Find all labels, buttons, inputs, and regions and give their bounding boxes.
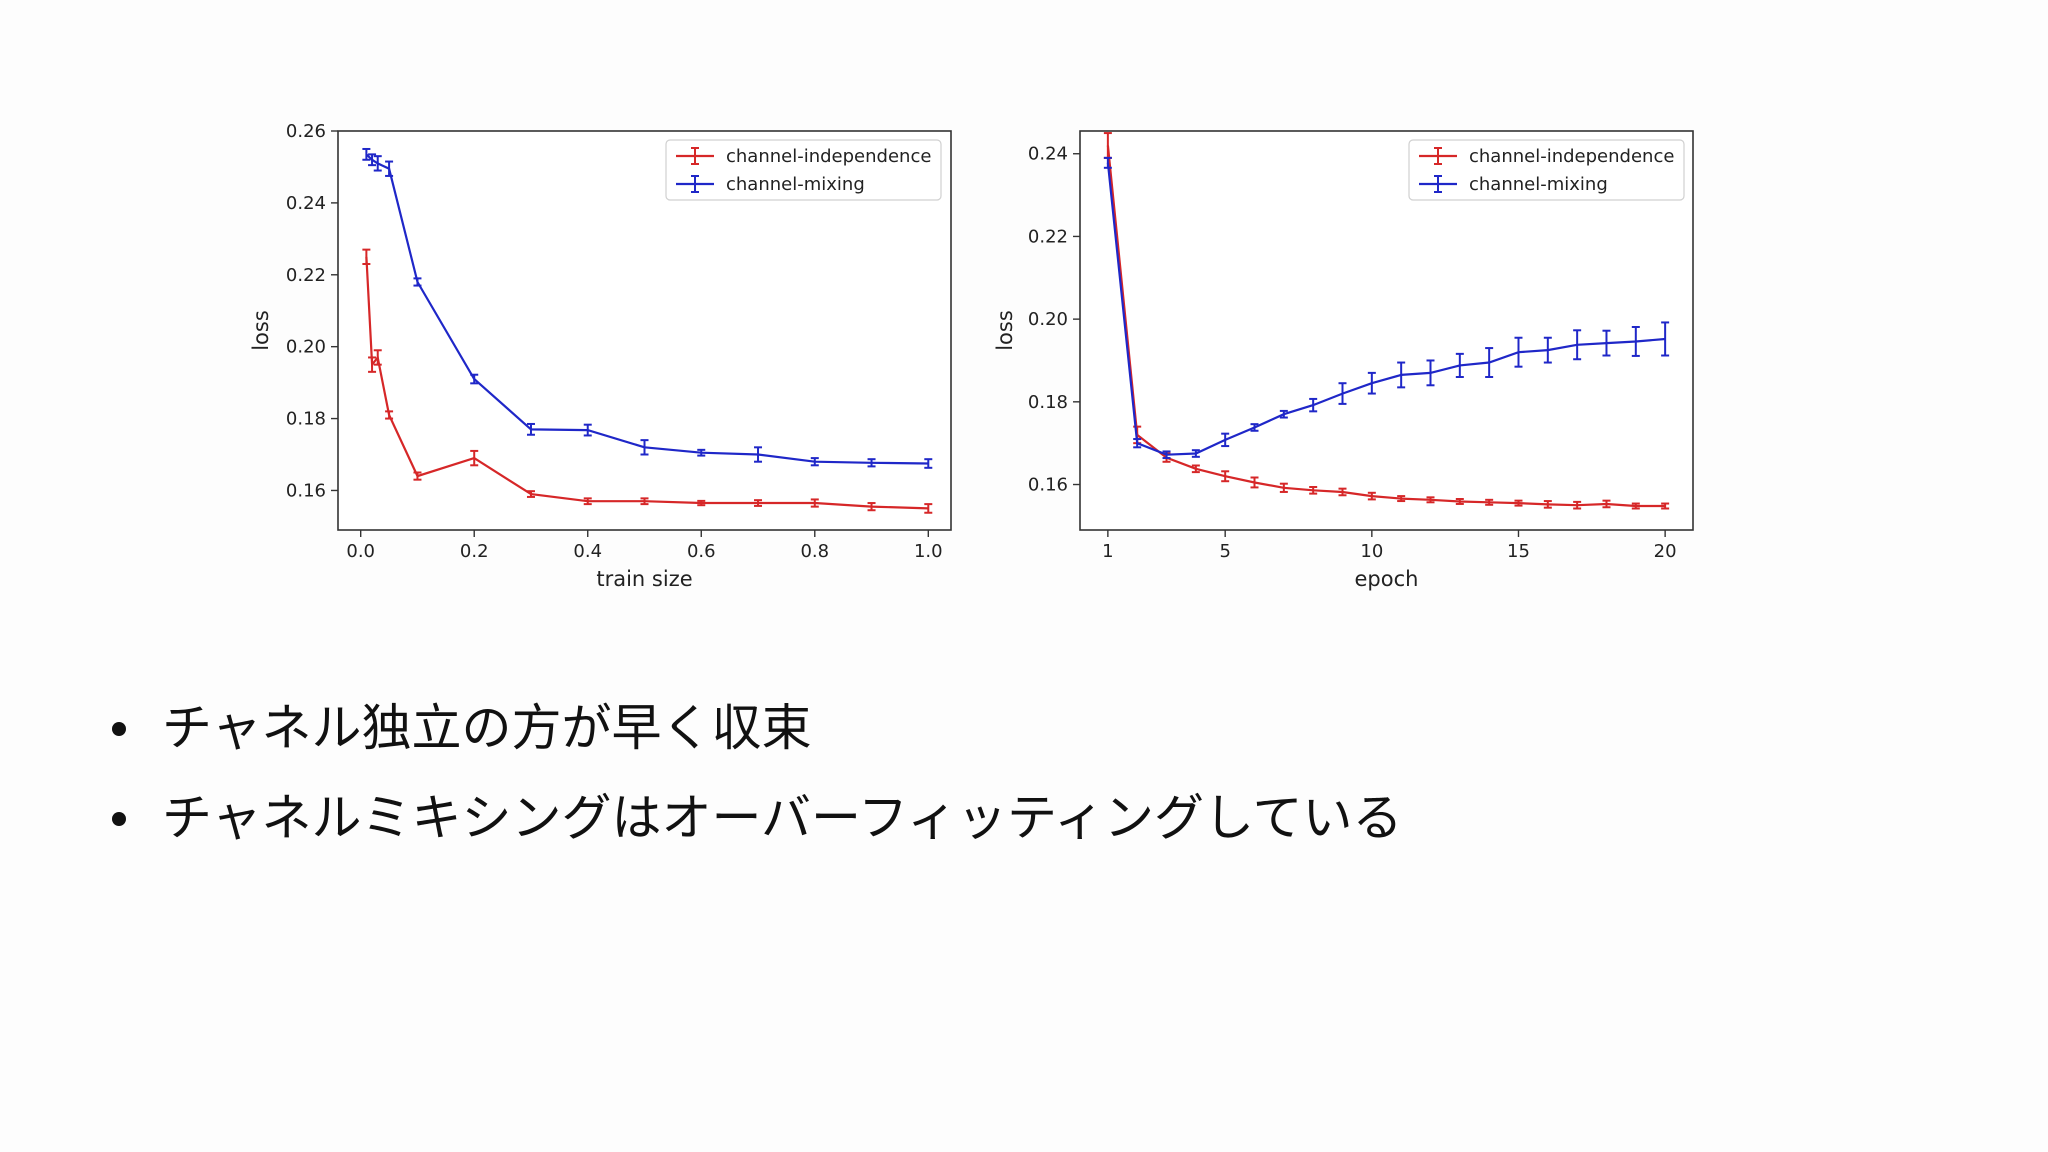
legend-label: channel-independence	[726, 146, 931, 167]
y-axis-label: loss	[249, 310, 273, 351]
series-channel-independence	[362, 248, 933, 514]
y-tick-label: 0.20	[286, 337, 326, 358]
series-line	[365, 256, 929, 510]
x-tick-label: 0.6	[687, 541, 716, 562]
series-channel-mixing	[1103, 156, 1670, 460]
x-axis-label: train size	[596, 567, 692, 591]
series-line	[365, 153, 929, 465]
y-tick-label: 0.18	[1028, 392, 1068, 413]
legend-box	[1408, 139, 1685, 201]
legend: channel-independence channel-mixing	[1408, 139, 1685, 201]
y-tick-label: 0.22	[1028, 226, 1068, 247]
bullet-item: チャネルミキシングはオーバーフィッティングしている	[108, 780, 1403, 870]
bullet-dot-icon	[112, 812, 126, 826]
series-line	[1106, 162, 1666, 456]
bullet-list: チャネル独立の方が早く収束 チャネルミキシングはオーバーフィッティングしている	[108, 690, 1403, 870]
x-axis-label: epoch	[1355, 567, 1419, 591]
x-tick-label: 1	[1102, 541, 1113, 562]
y-tick-label: 0.16	[286, 480, 326, 501]
x-tick-label: 0.2	[460, 541, 489, 562]
y-tick-label: 0.18	[286, 409, 326, 430]
legend-label: channel-independence	[1469, 146, 1674, 167]
bullet-dot-icon	[112, 722, 126, 736]
y-tick-label: 0.24	[286, 193, 326, 214]
y-tick-label: 0.22	[286, 265, 326, 286]
bullet-text: チャネル独立の方が早く収束	[162, 699, 812, 757]
legend-box	[665, 139, 942, 201]
bullet-text: チャネルミキシングはオーバーフィッティングしている	[162, 789, 1403, 847]
y-tick-label: 0.20	[1028, 309, 1068, 330]
x-tick-label: 0.0	[346, 541, 375, 562]
y-tick-label: 0.24	[1028, 144, 1068, 165]
legend-label: channel-mixing	[1469, 174, 1608, 195]
series-line	[1106, 145, 1666, 508]
chart-1: 0.0 0.2 0.4 0.6 0.8 1.0 0.16 0.18 0.20 0.22 0.24 0.…	[249, 121, 952, 591]
y-tick-label: 0.16	[1028, 475, 1068, 496]
bullet-item: チャネル独立の方が早く収束	[108, 690, 1403, 780]
x-tick-label: 15	[1507, 541, 1530, 562]
x-tick-label: 1.0	[914, 541, 943, 562]
x-tick-label: 0.4	[573, 541, 602, 562]
x-tick-label: 5	[1219, 541, 1230, 562]
legend: channel-independence channel-mixing	[665, 139, 942, 201]
y-axis-label: loss	[993, 310, 1017, 351]
chart-2: 1 5 10 15 200.160.180.200.220.24epochlosscha…	[993, 130, 1694, 591]
y-tick-label: 0.26	[286, 121, 326, 142]
legend-label: channel-mixing	[726, 174, 865, 195]
x-tick-label: 10	[1360, 541, 1383, 562]
series-channel-mixing	[362, 147, 933, 469]
x-tick-label: 0.8	[800, 541, 829, 562]
x-tick-label: 20	[1654, 541, 1677, 562]
